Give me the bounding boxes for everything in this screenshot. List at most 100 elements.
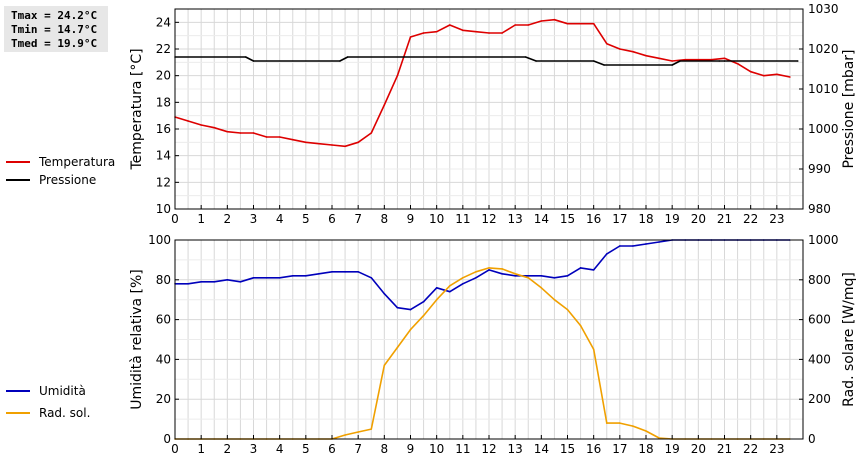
y-axis-title: Temperatura [°C]	[129, 48, 145, 170]
x-tick-label: 18	[638, 212, 653, 226]
legend-swatch-umidita	[6, 390, 30, 392]
data-point	[396, 74, 399, 77]
x-tick-label: 4	[276, 442, 284, 456]
y-axis-title: Umidità relativa [%]	[129, 269, 145, 410]
data-point	[475, 271, 477, 273]
legend-swatch-radsol	[6, 412, 30, 414]
data-point	[527, 275, 530, 277]
x-tick-label: 2	[224, 212, 232, 226]
data-point	[736, 62, 739, 65]
data-point	[540, 20, 543, 22]
data-point	[501, 268, 503, 270]
y2-tick-label: 1000	[808, 122, 839, 136]
x-tick-label: 9	[407, 442, 415, 456]
y-tick-label: 14	[156, 149, 171, 163]
data-point	[383, 364, 386, 367]
data-point	[723, 57, 726, 60]
x-tick-label: 13	[508, 212, 523, 226]
x-tick-label: 1	[197, 212, 205, 226]
x-tick-label: 20	[691, 442, 706, 456]
data-point	[579, 22, 582, 25]
legend-swatch-pressione	[6, 179, 30, 181]
y2-tick-label: 1020	[808, 42, 839, 56]
data-point	[344, 271, 346, 273]
data-point	[679, 60, 681, 62]
data-point	[488, 269, 490, 271]
data-point	[318, 273, 320, 275]
data-point	[187, 120, 189, 122]
data-point	[553, 298, 556, 301]
data-point	[305, 141, 307, 144]
data-point	[383, 104, 386, 106]
data-point	[527, 24, 530, 26]
data-point	[187, 282, 189, 285]
legend-item-pressione: Pressione	[6, 171, 115, 189]
x-tick-label: 22	[743, 212, 758, 226]
data-point	[278, 277, 281, 279]
data-point	[475, 277, 477, 279]
x-tick-label: 23	[769, 442, 784, 456]
x-tick-label: 16	[586, 212, 601, 226]
y-tick-label: 12	[156, 175, 171, 189]
data-point	[553, 277, 556, 279]
data-point	[344, 145, 346, 148]
x-tick-label: 19	[665, 212, 680, 226]
legend-swatch-temperatura	[6, 161, 30, 163]
y2-axis-title: Rad. solare [W/mq]	[841, 272, 857, 407]
chart-panel-0: 0 1 2 3 4 5 6 7 8 9 10 11 12 13 14 15 16 17 18 19 20 21 22 2310…	[129, 2, 857, 226]
data-point	[213, 280, 216, 283]
y-tick-label: 40	[156, 352, 171, 366]
y2-tick-label: 400	[808, 352, 831, 366]
data-point	[435, 286, 438, 289]
x-tick-label: 10	[429, 442, 444, 456]
data-point	[619, 245, 621, 247]
data-point	[535, 60, 537, 62]
data-point	[226, 130, 229, 133]
data-point	[697, 58, 700, 61]
x-tick-label: 9	[407, 212, 415, 226]
data-point	[671, 60, 673, 62]
data-point	[239, 132, 242, 134]
x-tick-label: 21	[717, 442, 732, 456]
data-point	[409, 36, 412, 38]
data-point	[357, 141, 359, 144]
data-point	[796, 60, 799, 62]
tmin-text: Tmin = 14.7°C	[11, 23, 98, 36]
x-tick-label: 2	[224, 442, 232, 456]
legend-label-pressione: Pressione	[39, 173, 97, 187]
data-point	[370, 428, 373, 430]
x-tick-label: 21	[717, 212, 732, 226]
y2-tick-label: 800	[808, 273, 831, 287]
data-point	[540, 275, 543, 277]
data-point	[658, 57, 660, 60]
data-point	[579, 267, 582, 269]
y-tick-label: 80	[156, 273, 171, 287]
data-point	[619, 422, 621, 424]
y-tick-label: 10	[156, 202, 171, 216]
y2-tick-label: 1010	[808, 82, 839, 96]
legend-label-temperatura: Temperatura	[39, 155, 116, 169]
x-tick-label: 0	[171, 212, 179, 226]
data-point	[762, 74, 765, 77]
data-point	[396, 306, 399, 309]
data-point	[632, 425, 634, 427]
y-tick-label: 18	[156, 95, 171, 109]
data-point	[592, 60, 595, 62]
chart-panel-1: 0 1 2 3 4 5 6 7 8 9 10 11 12 13 14 15 16 17 18 19 20 21 22 2302…	[129, 233, 857, 456]
legend-item-temperatura: Temperatura	[6, 153, 115, 171]
data-point	[723, 60, 726, 62]
data-point	[291, 275, 294, 277]
data-point	[645, 54, 647, 57]
data-point	[252, 277, 255, 279]
data-point	[605, 253, 608, 255]
data-point	[370, 132, 373, 134]
data-point	[278, 136, 281, 138]
data-point	[252, 132, 255, 134]
x-tick-label: 0	[171, 442, 179, 456]
legend-label-radsol: Rad. sol.	[39, 406, 91, 420]
legend-top: Temperatura Pressione	[6, 153, 115, 189]
data-point	[409, 308, 412, 311]
data-point	[501, 273, 503, 275]
x-tick-label: 16	[586, 442, 601, 456]
